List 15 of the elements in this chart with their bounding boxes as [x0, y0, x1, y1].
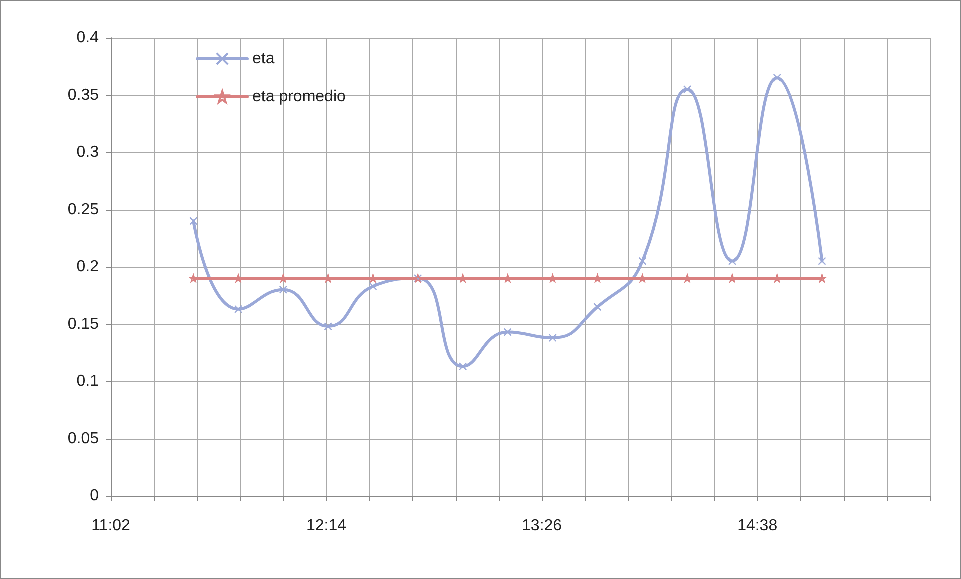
y-tick-label: 0 — [90, 488, 100, 504]
y-tick-label: 0.3 — [76, 144, 100, 161]
y-tick-label: 0.05 — [68, 430, 100, 448]
legend-label: eta — [252, 50, 275, 68]
y-tick-label: 0.4 — [76, 30, 100, 46]
x-tick-label: 12:14 — [306, 518, 347, 534]
y-tick-label: 0.15 — [68, 316, 100, 333]
x-tick-label: 14:38 — [738, 518, 778, 534]
x-tick-label: 13:26 — [522, 518, 562, 534]
y-tick-label: 0.25 — [68, 201, 100, 218]
y-tick-label: 0.2 — [76, 258, 100, 276]
y-tick-label: 0.35 — [68, 86, 100, 104]
y-tick-label: 0.1 — [76, 373, 100, 390]
legend-label: eta promedio — [252, 88, 346, 106]
x-tick-label: 11:02 — [92, 518, 131, 534]
